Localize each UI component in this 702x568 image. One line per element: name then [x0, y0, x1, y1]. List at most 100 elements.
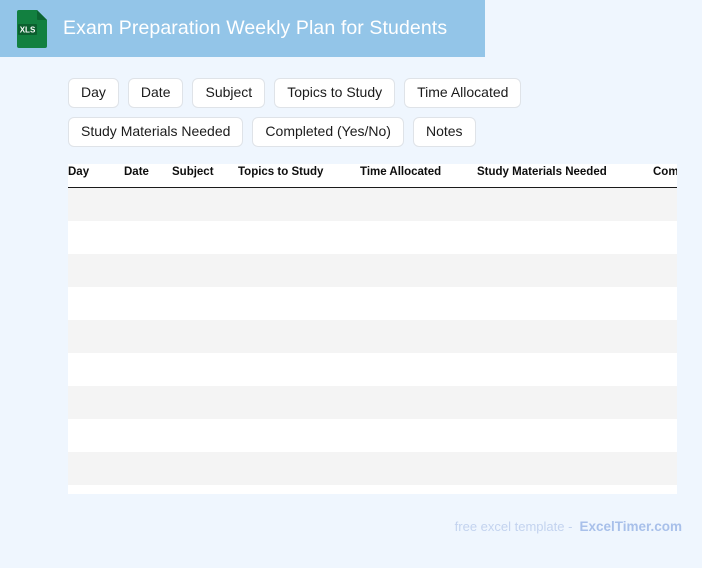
table-cell[interactable]: [635, 253, 677, 287]
page-title: Exam Preparation Weekly Plan for Student…: [63, 17, 448, 39]
table-cell[interactable]: [106, 484, 154, 494]
table-cell[interactable]: [154, 484, 220, 494]
table-cell[interactable]: [154, 220, 220, 254]
table-cell[interactable]: [635, 418, 677, 452]
footer-brand-link[interactable]: ExcelTimer.com: [579, 519, 682, 534]
table-cell[interactable]: [106, 418, 154, 452]
table-cell[interactable]: [154, 319, 220, 353]
table-cell[interactable]: [459, 352, 635, 386]
table-cell[interactable]: [459, 418, 635, 452]
table-cell[interactable]: [68, 319, 106, 353]
table-cell[interactable]: [342, 187, 459, 221]
table-cell[interactable]: [68, 352, 106, 386]
table-cell[interactable]: [154, 253, 220, 287]
table-cell[interactable]: [68, 253, 106, 287]
table-cell[interactable]: [459, 451, 635, 485]
table-cell[interactable]: [220, 451, 342, 485]
table-cell[interactable]: [68, 385, 106, 419]
table-row[interactable]: [68, 319, 677, 353]
table-header-day[interactable]: Day: [68, 164, 106, 188]
table-cell[interactable]: [220, 286, 342, 320]
table-cell[interactable]: [635, 352, 677, 386]
column-chip-date[interactable]: Date: [127, 78, 184, 108]
table-cell[interactable]: [68, 220, 106, 254]
table-row[interactable]: [68, 451, 677, 485]
table-row[interactable]: [68, 286, 677, 320]
svg-text:XLS: XLS: [20, 25, 36, 34]
table-cell[interactable]: [106, 451, 154, 485]
table-cell[interactable]: [459, 484, 635, 494]
table-cell[interactable]: [106, 220, 154, 254]
table-cell[interactable]: [220, 253, 342, 287]
table-header-topics-to-study[interactable]: Topics to Study: [220, 164, 342, 188]
table-row[interactable]: [68, 352, 677, 386]
table-cell[interactable]: [106, 319, 154, 353]
table-cell[interactable]: [342, 319, 459, 353]
table-cell[interactable]: [342, 385, 459, 419]
column-chip-day[interactable]: Day: [68, 78, 119, 108]
table-cell[interactable]: [154, 352, 220, 386]
table-header-subject[interactable]: Subject: [154, 164, 220, 188]
table-cell[interactable]: [342, 253, 459, 287]
table-cell[interactable]: [106, 286, 154, 320]
column-chip-topics-to-study[interactable]: Topics to Study: [274, 78, 396, 108]
table-header: Day Date Subject Topics to Study Time Al…: [68, 164, 677, 188]
column-chip-time-allocated[interactable]: Time Allocated: [404, 78, 522, 108]
table-row[interactable]: [68, 187, 677, 221]
table-cell[interactable]: [154, 451, 220, 485]
table-cell[interactable]: [635, 319, 677, 353]
table-header-completed[interactable]: Completed (Yes/No): [635, 164, 677, 188]
table-cell[interactable]: [459, 319, 635, 353]
table-cell[interactable]: [635, 286, 677, 320]
table-cell[interactable]: [635, 385, 677, 419]
table-cell[interactable]: [68, 187, 106, 221]
table-row[interactable]: [68, 253, 677, 287]
table-cell[interactable]: [68, 286, 106, 320]
column-chip-completed[interactable]: Completed (Yes/No): [252, 117, 404, 147]
table-cell[interactable]: [459, 286, 635, 320]
table-cell[interactable]: [342, 220, 459, 254]
table-cell[interactable]: [635, 451, 677, 485]
column-chip-notes[interactable]: Notes: [412, 117, 476, 147]
table-cell[interactable]: [459, 385, 635, 419]
table-cell[interactable]: [106, 385, 154, 419]
table-cell[interactable]: [635, 187, 677, 221]
table-cell[interactable]: [342, 484, 459, 494]
table-cell[interactable]: [106, 187, 154, 221]
table-header-date[interactable]: Date: [106, 164, 154, 188]
column-chip-subject[interactable]: Subject: [192, 78, 266, 108]
column-chip-study-materials-needed[interactable]: Study Materials Needed: [68, 117, 244, 147]
table-cell[interactable]: [220, 220, 342, 254]
table-cell[interactable]: [106, 253, 154, 287]
table-row[interactable]: [68, 418, 677, 452]
table-cell[interactable]: [635, 484, 677, 494]
table-cell[interactable]: [220, 484, 342, 494]
table-cell[interactable]: [459, 187, 635, 221]
table-row[interactable]: [68, 385, 677, 419]
table-cell[interactable]: [106, 352, 154, 386]
table-cell[interactable]: [68, 451, 106, 485]
table-cell[interactable]: [342, 451, 459, 485]
table-cell[interactable]: [220, 418, 342, 452]
table-cell[interactable]: [635, 220, 677, 254]
table-cell[interactable]: [220, 352, 342, 386]
table-row[interactable]: [68, 484, 677, 494]
table-cell[interactable]: [154, 187, 220, 221]
table-cell[interactable]: [220, 319, 342, 353]
table-cell[interactable]: [154, 418, 220, 452]
table-cell[interactable]: [342, 418, 459, 452]
table-header-study-materials-needed[interactable]: Study Materials Needed: [459, 164, 635, 188]
table-cell[interactable]: [342, 286, 459, 320]
table-cell[interactable]: [459, 253, 635, 287]
table-cell[interactable]: [154, 385, 220, 419]
table-cell[interactable]: [68, 484, 106, 494]
table-cell[interactable]: [220, 187, 342, 221]
table-cell[interactable]: [342, 352, 459, 386]
footer-free-text: free excel template -: [454, 519, 573, 534]
table-cell[interactable]: [68, 418, 106, 452]
table-cell[interactable]: [459, 220, 635, 254]
table-cell[interactable]: [220, 385, 342, 419]
table-row[interactable]: [68, 220, 677, 254]
table-header-time-allocated[interactable]: Time Allocated: [342, 164, 459, 188]
table-cell[interactable]: [154, 286, 220, 320]
